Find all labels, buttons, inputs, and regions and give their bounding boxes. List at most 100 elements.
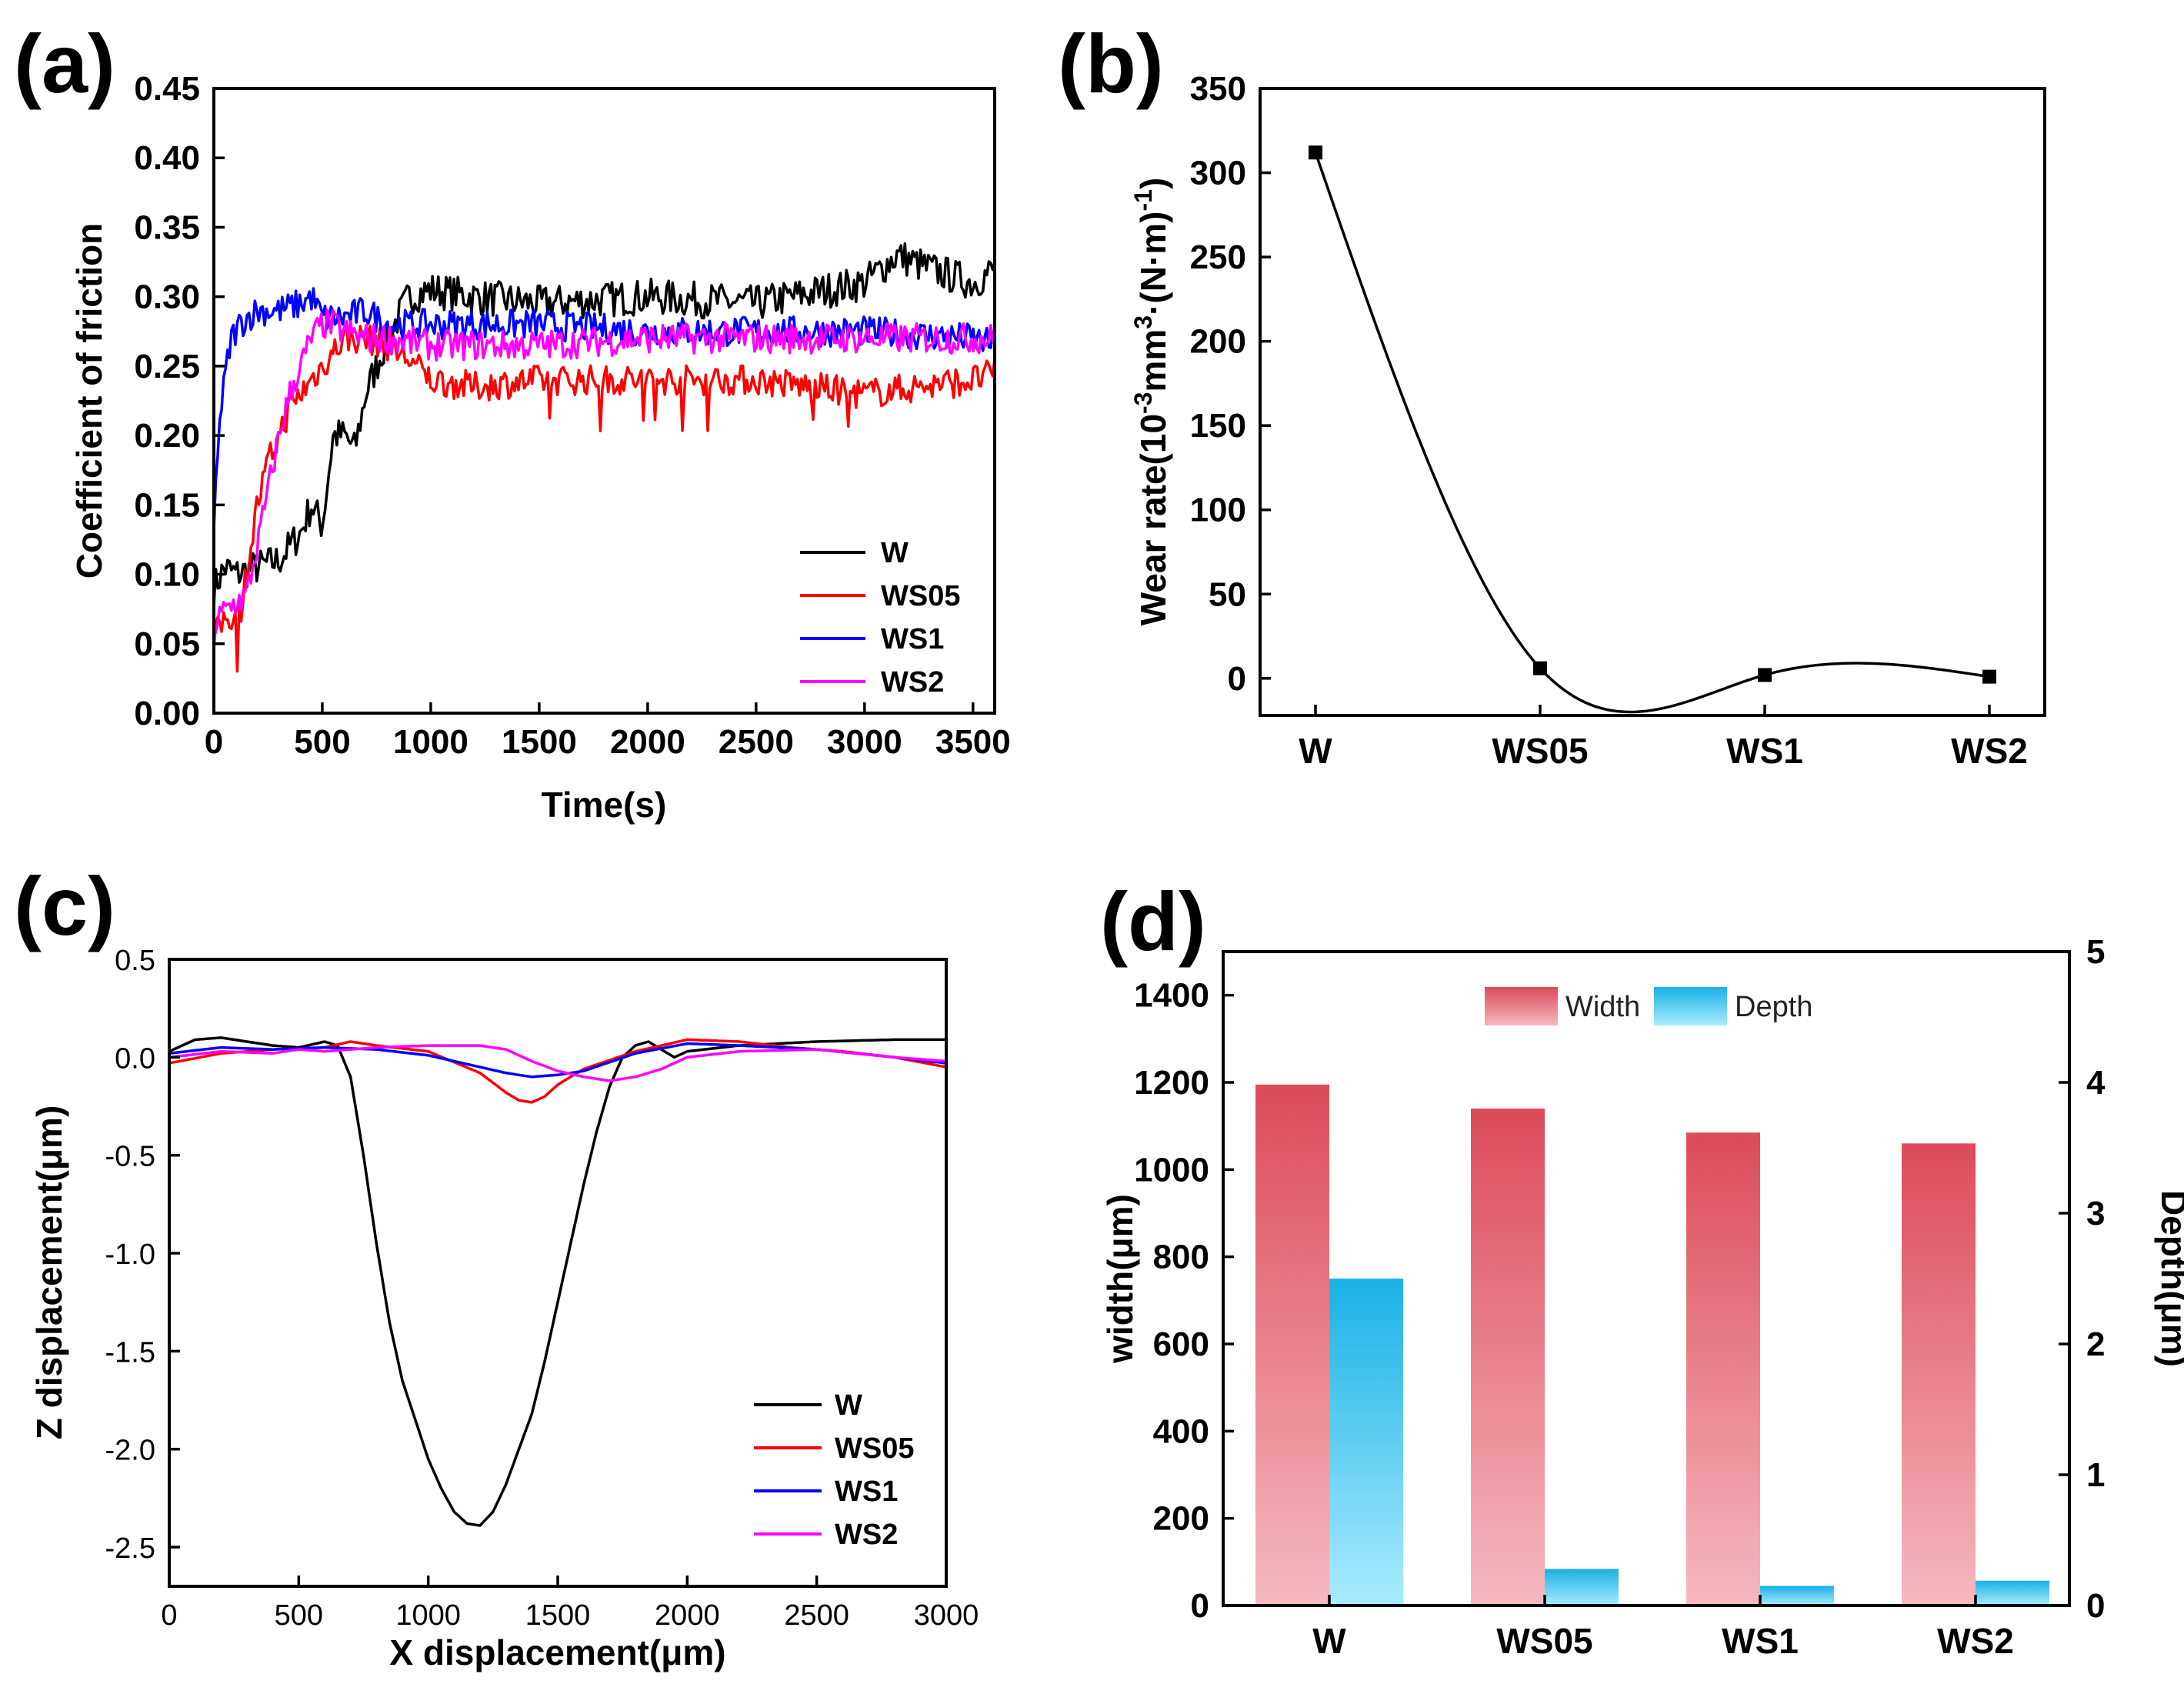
- panel-a-y-tick-label: 0.05: [134, 625, 200, 663]
- panel-c-x-tick-label: 1000: [395, 1599, 461, 1632]
- panel-d-bar-depth-ws2: [1976, 1580, 2049, 1606]
- panel-a-y-tick-label: 0.35: [134, 208, 200, 246]
- panel-c-y-tick-label: -0.5: [105, 1141, 155, 1173]
- panel-c-y-tick-label: -2.0: [105, 1435, 155, 1467]
- panel-a-series-ws1: [212, 287, 996, 530]
- panel-b-y-tick-label: 50: [1209, 575, 1246, 613]
- panel-a-legend-label-ws05: WS05: [881, 580, 960, 612]
- panel-c-x-tick-label: 500: [275, 1599, 323, 1632]
- panel-c-x-tick-label: 3000: [914, 1599, 979, 1632]
- panel-d-y-tick-label: 1200: [1134, 1064, 1209, 1102]
- panel-d-legend-label-depth: Depth: [1735, 991, 1812, 1023]
- panel-c-y-tick-label: 0.0: [115, 1042, 155, 1075]
- panel-a-x-axis-label: Time(s): [542, 785, 667, 825]
- panel-d-chart: 0 200 400 600 800 1000 1200 1400 0 1 2 3 4 5 W WS05 WS1 W…: [1100, 933, 2184, 1661]
- panel-a-y-tick-label: 0.00: [134, 695, 200, 732]
- panel-a-y-tick-label: 0.10: [134, 556, 200, 594]
- panel-b-spline: [1314, 152, 1990, 714]
- panel-c-x-axis-label: X displacement(μm): [389, 1632, 725, 1672]
- panel-c-y-tick-label: -1.0: [105, 1239, 155, 1271]
- panel-b-y-tick-label: 350: [1190, 70, 1246, 108]
- panel-c-chart: 0 500 1000 1500 2000 2500 3000 0.5 0.0 -0.5 -1.0 -1…: [29, 945, 979, 1672]
- panel-a-y-tick-label: 0.15: [134, 486, 200, 524]
- panel-b-x-tick-label: WS05: [1492, 731, 1588, 771]
- panel-label-d: (d): [1100, 875, 1206, 968]
- panel-d-frame: [1222, 950, 2071, 1607]
- panel-b-point-ws05: [1533, 661, 1547, 675]
- panel-c-series-w: [168, 1036, 946, 1527]
- panel-a-x-tick-label: 3000: [827, 723, 902, 761]
- panel-d-y2-tick-label: 4: [2086, 1064, 2106, 1102]
- panel-a-legend-label-ws2: WS2: [881, 666, 944, 699]
- panel-a-x-tick-label: 1000: [393, 723, 468, 761]
- panel-a-y-tick-label: 0.25: [134, 348, 200, 385]
- panel-d-x-tick-label: WS1: [1722, 1621, 1799, 1661]
- panel-c-y-axis-label: Z displacement(μm): [29, 1105, 69, 1440]
- panel-b-y-tick-label: 150: [1190, 407, 1246, 445]
- panel-c-frame: [168, 958, 948, 1588]
- panel-c-y-tick-label: 0.5: [115, 945, 155, 977]
- panel-a-x-tick-label: 2000: [610, 723, 685, 761]
- panel-label-c: (c): [14, 859, 115, 952]
- panel-b-x-tick-label: WS1: [1726, 731, 1803, 771]
- panel-d-x-tick-label: WS2: [1937, 1621, 2014, 1661]
- panel-d-y2-tick-label: 5: [2086, 933, 2105, 971]
- panel-d-bar-depth-ws1: [1760, 1586, 1834, 1606]
- panel-a-frame: [212, 87, 996, 715]
- panel-c-x-tick-label: 0: [161, 1599, 177, 1632]
- panel-c-y-tick-label: -2.5: [105, 1532, 155, 1565]
- panel-b-frame: [1259, 87, 2046, 717]
- panel-d-bar-width-ws1: [1686, 1132, 1760, 1606]
- panel-a-chart: 0 500 1000 1500 2000 2500 3000 3500 0.00 0.05 0.10…: [69, 70, 1011, 825]
- panel-a-x-tick-label: 1500: [502, 723, 577, 761]
- panel-d-legend-label-width: Width: [1565, 991, 1640, 1023]
- panel-b-y-tick-label: 250: [1190, 238, 1246, 276]
- panel-a-y-tick-label: 0.20: [134, 417, 200, 455]
- panel-a-y-tick-label: 0.40: [134, 139, 200, 177]
- panel-a-y-tick-label: 0.45: [134, 70, 200, 108]
- panel-a-x-tick-label: 2500: [719, 723, 794, 761]
- panel-d-y2-tick-label: 0: [2086, 1587, 2105, 1625]
- panel-d-y-tick-label: 1400: [1134, 977, 1209, 1015]
- panel-d-legend-swatch-width: [1485, 987, 1558, 1025]
- panel-d-x-tick-label: WS05: [1496, 1621, 1592, 1661]
- panel-c-x-tick-label: 1500: [525, 1599, 591, 1632]
- panel-b-y-axis-label: Wear rate(10-3mm3·(N·m)-1): [1129, 178, 1173, 626]
- panel-b-x-tick-label: W: [1299, 731, 1332, 771]
- panel-a-x-tick-label: 500: [294, 723, 350, 761]
- panel-d-bar-width-ws2: [1902, 1143, 1976, 1606]
- panel-d-y2-axis-label: Depth(μm): [2154, 1190, 2184, 1367]
- panel-a-legend-label-ws1: WS1: [881, 623, 944, 655]
- panel-a-series-ws05: [212, 324, 996, 673]
- panel-label-a: (a): [14, 17, 115, 110]
- panel-b-y-tick-label: 100: [1190, 492, 1246, 529]
- panel-c-legend-label-w: W: [835, 1389, 862, 1422]
- panel-d-y2-tick-label: 2: [2086, 1326, 2105, 1363]
- panel-c-x-tick-label: 2500: [784, 1599, 849, 1632]
- panel-c-x-tick-label: 2000: [655, 1599, 720, 1632]
- panel-a-series-ws2: [212, 308, 996, 640]
- panel-a-x-tick-label: 3500: [935, 723, 1011, 761]
- panel-d-x-tick-label: W: [1312, 1621, 1346, 1661]
- panel-d-y-tick-label: 400: [1153, 1412, 1209, 1450]
- panel-d-y2-tick-label: 1: [2086, 1456, 2105, 1494]
- panel-c-legend-label-ws05: WS05: [835, 1432, 914, 1465]
- panel-a-y-axis-label: Coefficient of friction: [69, 223, 109, 579]
- panel-d-bar-depth-w: [1329, 1279, 1403, 1606]
- panel-d-y2-tick-label: 3: [2086, 1195, 2105, 1232]
- panel-b-y-tick-label: 200: [1190, 323, 1246, 361]
- panel-d-y-axis-label: width(μm): [1100, 1194, 1140, 1364]
- panel-b-y-tick-label: 0: [1228, 660, 1246, 698]
- panel-d-y-tick-label: 800: [1153, 1239, 1209, 1276]
- panel-b-y-tick-label: 300: [1190, 155, 1246, 192]
- panel-d-y-tick-label: 1000: [1134, 1151, 1209, 1189]
- panel-c-series-ws2: [168, 1044, 947, 1082]
- panel-b-x-tick-label: WS2: [1951, 731, 2028, 771]
- panel-c-legend-label-ws1: WS1: [835, 1476, 898, 1508]
- panel-d-y-tick-label: 0: [1191, 1587, 1209, 1625]
- panel-a-y-tick-label: 0.30: [134, 278, 200, 316]
- panel-b-point-w: [1309, 145, 1322, 160]
- panel-label-b: (b): [1058, 17, 1164, 110]
- panel-b-chart: 0 50 100 150 200 250 300 350 W WS05 WS1 WS2 Wear ra…: [1129, 70, 2046, 771]
